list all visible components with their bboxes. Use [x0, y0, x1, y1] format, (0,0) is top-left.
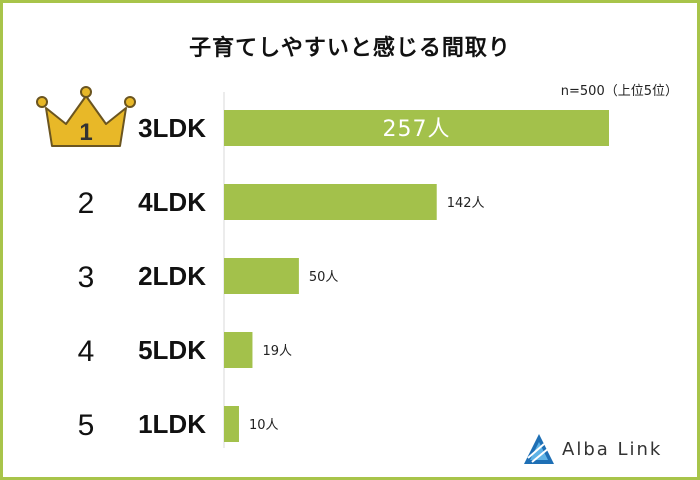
data-label: 50人 [309, 270, 339, 285]
data-label: 19人 [262, 344, 292, 359]
data-label: 142人 [447, 196, 485, 211]
category-label: 2LDK [138, 261, 206, 291]
category-label: 5LDK [138, 335, 206, 365]
rank-number: 3 [78, 261, 95, 294]
crown-icon [36, 86, 136, 147]
rank-number: 5 [78, 409, 95, 442]
category-label: 4LDK [138, 187, 206, 217]
alba-link-logo-icon [524, 434, 554, 464]
rank-number: 2 [78, 187, 95, 220]
bar-1LDK [224, 406, 239, 442]
data-label: 10人 [249, 418, 279, 433]
bar-3LDK [224, 110, 609, 146]
bar-2LDK [224, 258, 299, 294]
sample-size-note: n=500（上位5位） [560, 84, 678, 99]
category-label: 1LDK [138, 409, 206, 439]
data-label: 257人 [383, 117, 451, 142]
bar-4LDK [224, 184, 437, 220]
chart-title: 子育てしやすいと感じる間取り [189, 36, 511, 61]
rank-number: 4 [78, 335, 95, 368]
rank-number: 1 [79, 119, 92, 146]
brand-logo: Alba Link [522, 432, 662, 466]
brand-name: Alba Link [562, 438, 663, 460]
category-label: 3LDK [138, 113, 206, 143]
bar-5LDK [224, 332, 253, 368]
